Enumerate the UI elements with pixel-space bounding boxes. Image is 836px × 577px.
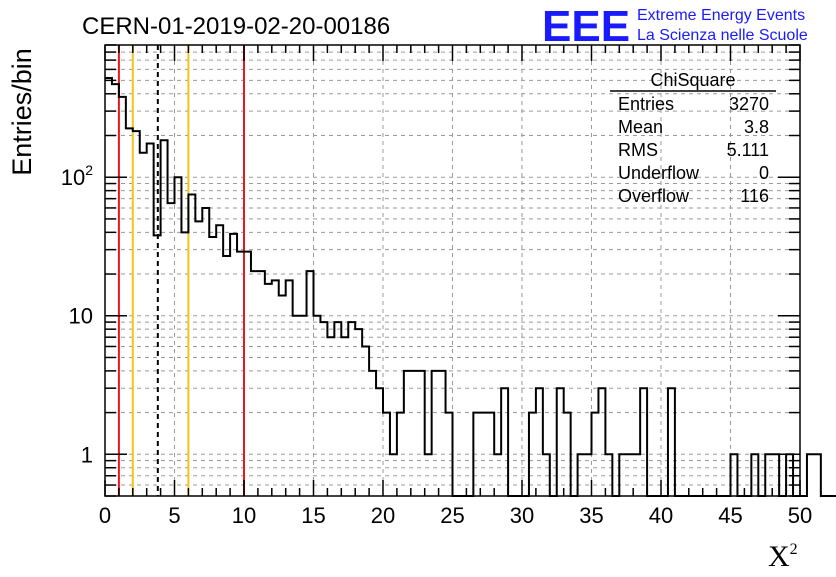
x-axis-label: X2	[768, 540, 798, 572]
logo-line-1: Extreme Energy Events	[637, 7, 805, 24]
stats-row-value: 5.111	[727, 140, 769, 160]
y-axis-label: Entries/bin	[7, 48, 37, 176]
x-axis-symbol: X	[768, 540, 790, 572]
stats-row-value: 3270	[729, 94, 769, 114]
eee-logo: EEE Extreme Energy Events La Scienza nel…	[542, 2, 808, 51]
reference-lines	[117, 45, 245, 496]
y-tick-label: 1	[81, 442, 93, 467]
axis-ticks	[104, 44, 801, 497]
stats-row-value: 3.8	[744, 117, 769, 137]
x-tick-label: 5	[168, 503, 180, 528]
x-tick-label: 25	[440, 503, 464, 528]
x-tick-label: 40	[649, 503, 673, 528]
x-tick-label: 45	[718, 503, 742, 528]
y-tick-label: 102	[61, 162, 93, 190]
y-tick-base: 10	[61, 165, 85, 190]
stats-row-label: Overflow	[618, 186, 690, 206]
stats-row-value: 116	[740, 186, 769, 206]
logo-mark: EEE	[542, 2, 630, 51]
x-axis-superscript: 2	[790, 541, 798, 558]
y-tick-base: 1	[81, 442, 93, 467]
stats-row-label: Underflow	[618, 163, 700, 183]
x-tick-label: 30	[510, 503, 534, 528]
stats-row-label: RMS	[618, 140, 658, 160]
x-tick-label: 10	[232, 503, 256, 528]
y-tick-label: 10	[69, 304, 93, 329]
stats-row-label: Entries	[618, 94, 674, 114]
stats-box: ChiSquare Entries 3270 Mean 3.8 RMS 5.111 Unde…	[610, 70, 776, 206]
stats-row-value: 0	[759, 163, 769, 183]
y-tick-exponent: 2	[85, 162, 93, 178]
x-tick-labels: 0 5 10 15 20 25 30 35 40 45 50	[99, 503, 812, 528]
stats-title: ChiSquare	[650, 70, 735, 90]
logo-line-2: La Scienza nelle Scuole	[637, 27, 808, 44]
x-tick-label: 0	[99, 503, 111, 528]
y-tick-base: 10	[69, 304, 93, 329]
x-tick-label: 20	[371, 503, 395, 528]
x-tick-label: 35	[579, 503, 603, 528]
x-tick-label: 50	[788, 503, 812, 528]
x-tick-label: 15	[301, 503, 325, 528]
stats-row-label: Mean	[618, 117, 663, 137]
chart-title: CERN-01-2019-02-20-00186	[82, 13, 390, 40]
